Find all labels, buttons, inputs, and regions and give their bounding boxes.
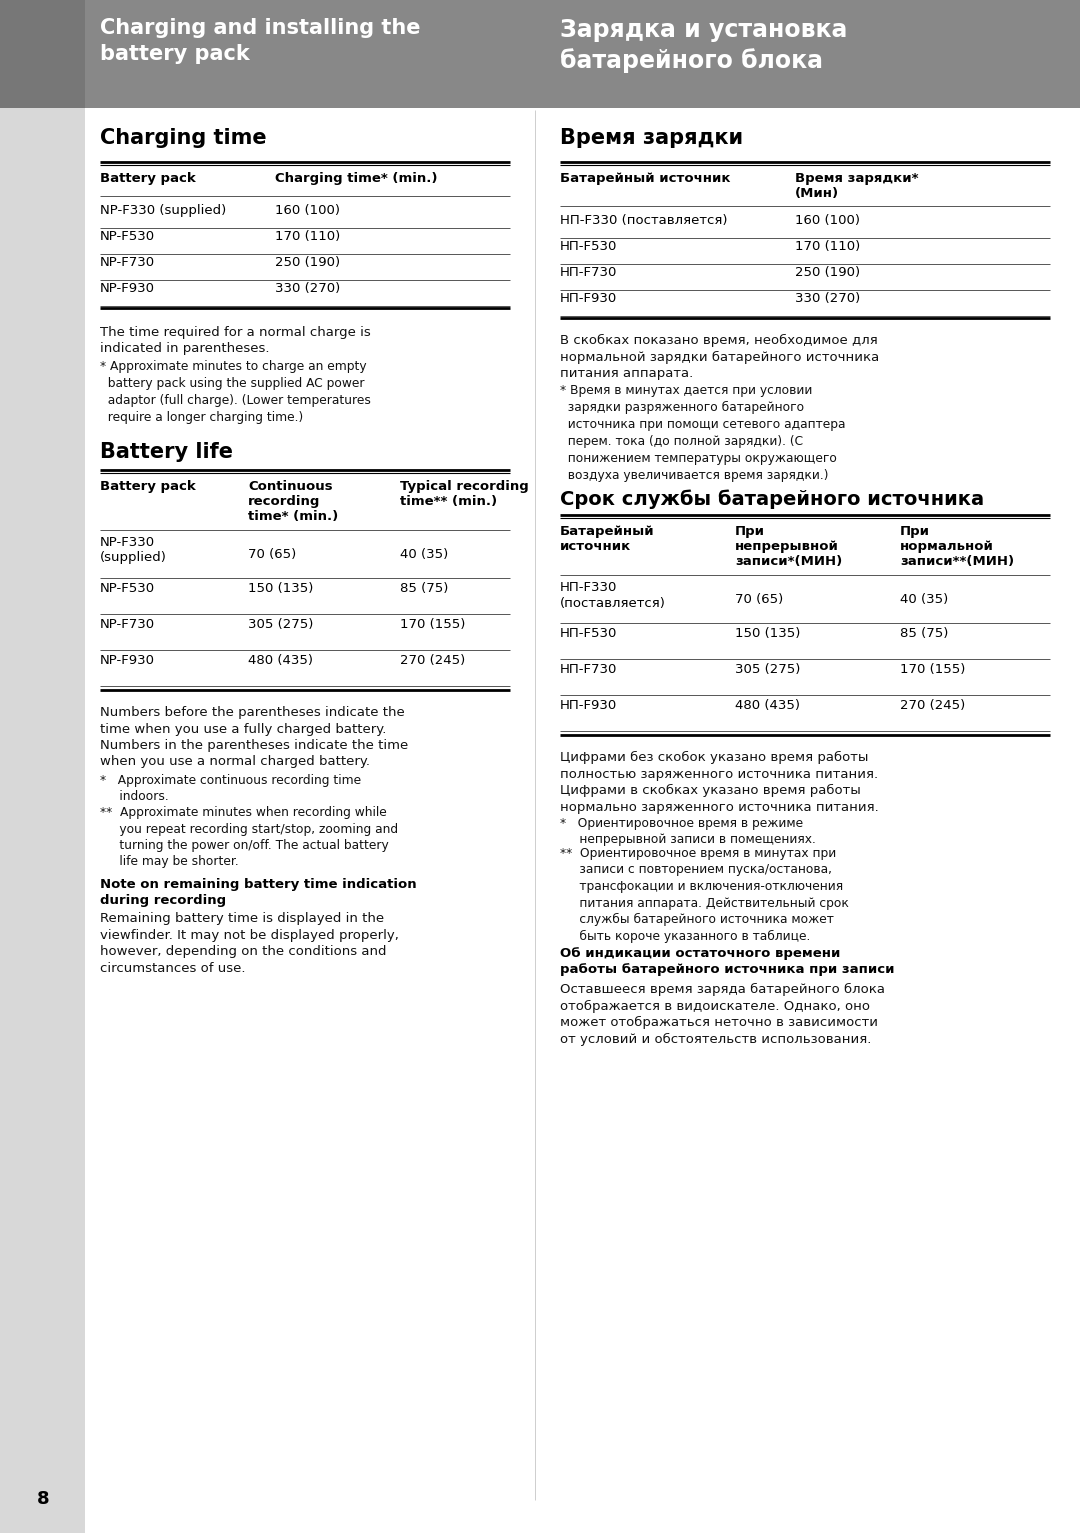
- Text: NP-F930: NP-F930: [100, 282, 156, 294]
- Text: NP-F530: NP-F530: [100, 583, 156, 595]
- Text: 160 (100): 160 (100): [275, 204, 340, 218]
- Text: Battery life: Battery life: [100, 442, 233, 461]
- Text: НП-F530: НП-F530: [561, 241, 618, 253]
- Text: 270 (245): 270 (245): [400, 655, 465, 667]
- Bar: [0, 0, 85, 107]
- Text: Numbers before the parentheses indicate the
time when you use a fully charged ba: Numbers before the parentheses indicate …: [100, 707, 408, 768]
- Text: 270 (245): 270 (245): [900, 699, 966, 711]
- Text: Battery pack: Battery pack: [100, 172, 195, 185]
- Text: 170 (155): 170 (155): [400, 618, 465, 632]
- Text: 70 (65): 70 (65): [248, 547, 296, 561]
- Text: Remaining battery time is displayed in the
viewfinder. It may not be displayed p: Remaining battery time is displayed in t…: [100, 912, 399, 975]
- Text: NP-F930: NP-F930: [100, 655, 156, 667]
- Text: 250 (190): 250 (190): [795, 267, 860, 279]
- Text: НП-F730: НП-F730: [561, 267, 618, 279]
- Text: 305 (275): 305 (275): [248, 618, 313, 632]
- Text: Оставшееся время заряда батарейного блока
отображается в видоискателе. Однако, о: Оставшееся время заряда батарейного блок…: [561, 983, 885, 1046]
- Text: НП-F930: НП-F930: [561, 291, 618, 305]
- Text: Батарейный
источник: Батарейный источник: [561, 524, 654, 553]
- Text: НП-F330 (поставляется): НП-F330 (поставляется): [561, 215, 728, 227]
- Text: **  Approximate minutes when recording while
     you repeat recording start/sto: ** Approximate minutes when recording wh…: [100, 806, 399, 869]
- Text: В скобках показано время, необходимое для
нормальной зарядки батарейного источни: В скобках показано время, необходимое дл…: [561, 334, 879, 380]
- Text: 305 (275): 305 (275): [735, 662, 800, 676]
- Text: The time required for a normal charge is
indicated in parentheses.: The time required for a normal charge is…: [100, 327, 370, 356]
- Text: NP-F330 (supplied): NP-F330 (supplied): [100, 204, 226, 218]
- Text: 170 (110): 170 (110): [275, 230, 340, 244]
- Text: Зарядка и установка
батарейного блока: Зарядка и установка батарейного блока: [561, 18, 848, 72]
- Bar: [0, 0, 85, 1533]
- Text: 330 (270): 330 (270): [795, 291, 861, 305]
- Text: НП-F330
(поставляется): НП-F330 (поставляется): [561, 581, 666, 610]
- Text: 170 (110): 170 (110): [795, 241, 861, 253]
- Text: Срок службы батарейного источника: Срок службы батарейного источника: [561, 489, 984, 509]
- Text: *   Approximate continuous recording time
     indoors.: * Approximate continuous recording time …: [100, 774, 361, 803]
- Text: 70 (65): 70 (65): [735, 593, 783, 606]
- Text: NP-F730: NP-F730: [100, 618, 156, 632]
- Text: Note on remaining battery time indication
during recording: Note on remaining battery time indicatio…: [100, 878, 417, 908]
- Text: 250 (190): 250 (190): [275, 256, 340, 268]
- Text: 8: 8: [37, 1490, 50, 1508]
- Text: Время зарядки: Время зарядки: [561, 127, 743, 149]
- Text: 170 (155): 170 (155): [900, 662, 966, 676]
- Text: Continuous
recording
time* (min.): Continuous recording time* (min.): [248, 480, 338, 523]
- Text: Батарейный источник: Батарейный источник: [561, 172, 730, 185]
- Text: **  Ориентировочное время в минутах при
     записи с повторением пуска/останова: ** Ориентировочное время в минутах при з…: [561, 848, 849, 943]
- Text: Charging and installing the
battery pack: Charging and installing the battery pack: [100, 18, 420, 63]
- Text: 85 (75): 85 (75): [400, 583, 448, 595]
- Text: 480 (435): 480 (435): [248, 655, 313, 667]
- Text: NP-F330
(supplied): NP-F330 (supplied): [100, 537, 167, 564]
- Text: Charging time: Charging time: [100, 127, 267, 149]
- Text: NP-F730: NP-F730: [100, 256, 156, 268]
- Text: 85 (75): 85 (75): [900, 627, 948, 639]
- Text: НП-F730: НП-F730: [561, 662, 618, 676]
- Text: Typical recording
time** (min.): Typical recording time** (min.): [400, 480, 529, 507]
- Text: 40 (35): 40 (35): [900, 593, 948, 606]
- Text: Charging time* (min.): Charging time* (min.): [275, 172, 437, 185]
- Bar: [0, 0, 1080, 107]
- Text: 480 (435): 480 (435): [735, 699, 800, 711]
- Text: НП-F530: НП-F530: [561, 627, 618, 639]
- Text: При
нормальной
записи**(МИН): При нормальной записи**(МИН): [900, 524, 1014, 569]
- Text: Battery pack: Battery pack: [100, 480, 195, 494]
- Text: 150 (135): 150 (135): [735, 627, 800, 639]
- Text: *   Ориентировочное время в режиме
     непрерывной записи в помещениях.: * Ориентировочное время в режиме непреры…: [561, 817, 815, 846]
- Text: При
непрерывной
записи*(МИН): При непрерывной записи*(МИН): [735, 524, 842, 569]
- Text: НП-F930: НП-F930: [561, 699, 618, 711]
- Text: 330 (270): 330 (270): [275, 282, 340, 294]
- Text: 40 (35): 40 (35): [400, 547, 448, 561]
- Text: Цифрами без скобок указано время работы
полностью заряженного источника питания.: Цифрами без скобок указано время работы …: [561, 751, 879, 814]
- Text: NP-F530: NP-F530: [100, 230, 156, 244]
- Text: * Время в минутах дается при условии
  зарядки разряженного батарейного
  источн: * Время в минутах дается при условии зар…: [561, 383, 846, 483]
- Text: Об индикации остаточного времени
работы батарейного источника при записи: Об индикации остаточного времени работы …: [561, 947, 894, 977]
- Text: 160 (100): 160 (100): [795, 215, 860, 227]
- Text: Время зарядки*
(Мин): Время зарядки* (Мин): [795, 172, 918, 199]
- Text: * Approximate minutes to charge an empty
  battery pack using the supplied AC po: * Approximate minutes to charge an empty…: [100, 360, 370, 425]
- Text: 150 (135): 150 (135): [248, 583, 313, 595]
